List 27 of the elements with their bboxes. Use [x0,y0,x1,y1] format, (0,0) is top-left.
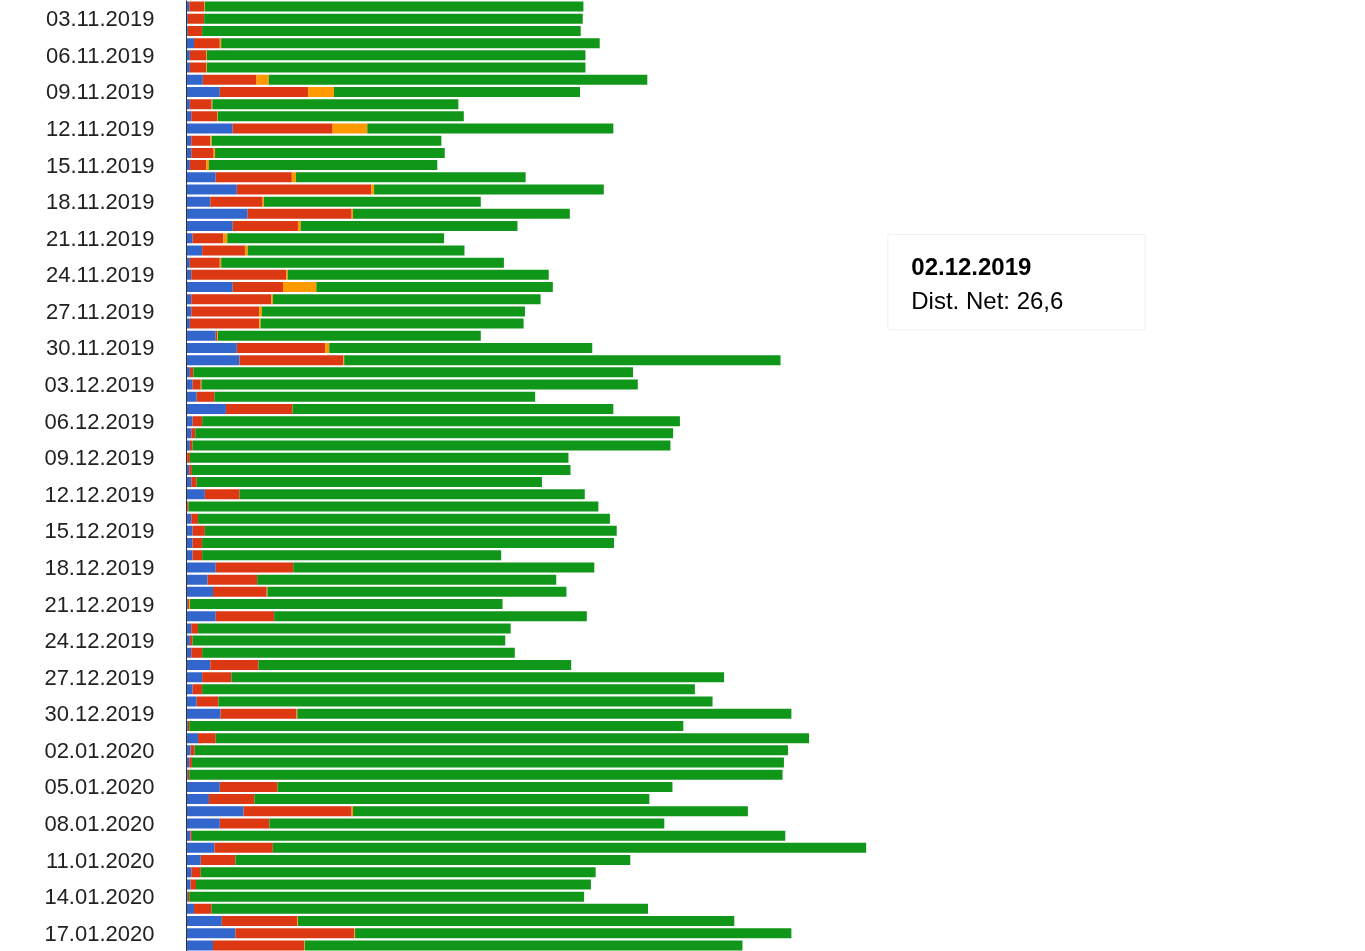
y-tick-label: 18.12.2019 [44,554,155,580]
y-tick-label: 15.12.2019 [44,518,155,544]
y-tick-label: 27.12.2019 [44,664,155,690]
y-tick-label: 12.12.2019 [44,481,155,507]
y-tick-label: 08.01.2020 [44,810,155,836]
y-tick-label: 21.11.2019 [46,225,155,251]
y-tick-label: 24.11.2019 [46,262,155,288]
y-tick-label: 21.12.2019 [44,591,155,617]
y-tick-label: 03.12.2019 [44,372,155,398]
y-tick-label: 03.11.2019 [46,6,155,32]
y-tick-label: 18.11.2019 [46,189,155,215]
y-tick-label: 17.01.2020 [44,920,155,946]
y-tick-label: 06.12.2019 [44,408,155,434]
text: 02.12.2019 Dist. Net: 26,6 [911,252,1064,314]
y-tick-label: 11.01.2020 [46,847,155,873]
y-tick-label: 30.11.2019 [46,335,155,361]
y-tick-label: 02.01.2020 [44,737,155,763]
y-tick-label: 09.12.2019 [44,445,155,471]
y-tick-label: 05.01.2020 [44,774,155,800]
y-tick-label: 14.01.2020 [44,884,155,910]
y-tick-label: 15.11.2019 [46,152,155,178]
y-tick-label: 12.11.2019 [46,116,155,142]
y-tick-label: 27.11.2019 [46,298,155,324]
y-tick-label: 06.11.2019 [46,42,155,68]
y-tick-label: 24.12.2019 [44,628,155,654]
y-tick-label: 30.12.2019 [44,701,155,727]
y-tick-label: 09.11.2019 [46,79,155,105]
